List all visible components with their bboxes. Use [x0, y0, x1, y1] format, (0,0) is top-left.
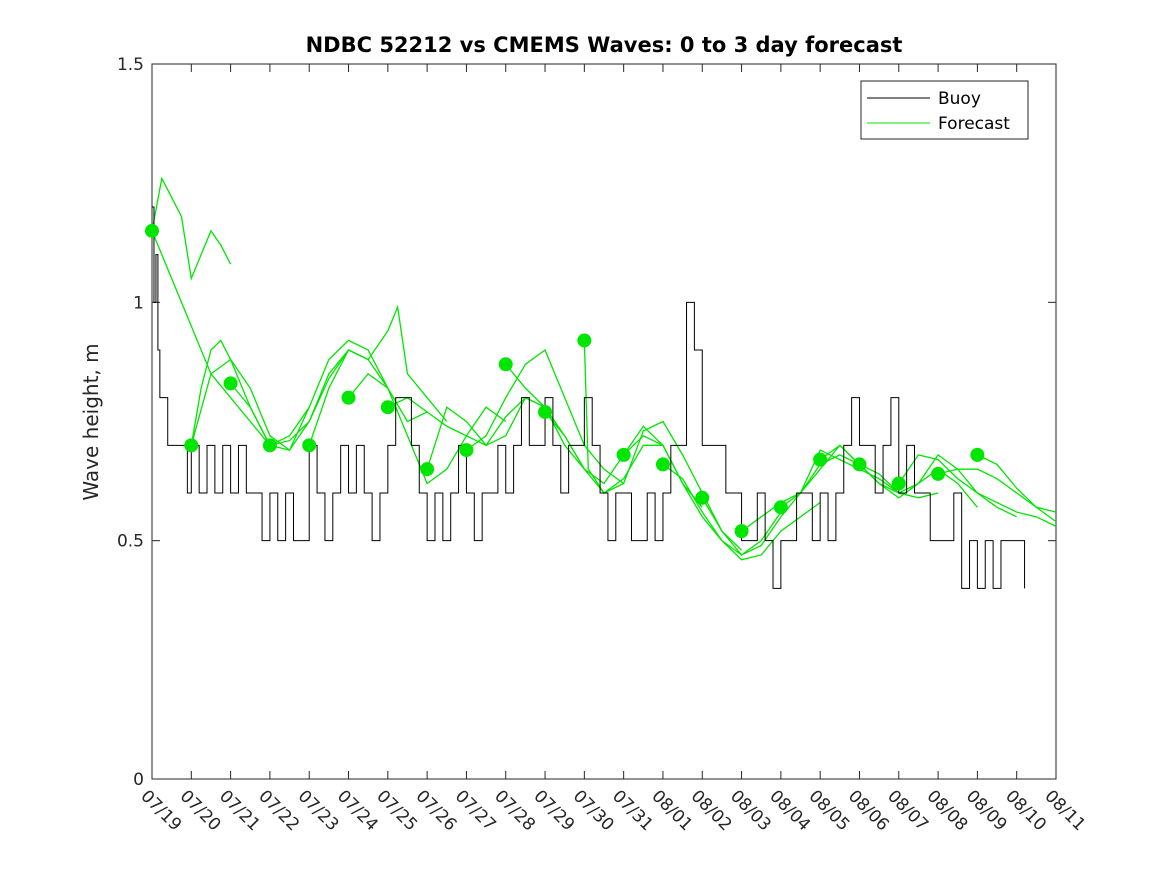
x-tick-label: 08/10	[1001, 786, 1050, 835]
forecast-run-line	[623, 425, 782, 556]
forecast-run-line	[308, 304, 448, 446]
x-tick-label: 07/27	[451, 786, 500, 835]
x-tick-label: 08/03	[726, 786, 775, 835]
x-tick-label: 08/05	[805, 786, 854, 835]
forecast-start-point	[420, 462, 435, 477]
forecast-start-point	[970, 447, 985, 462]
forecast-start-point	[145, 223, 159, 238]
forecast-start-point	[891, 476, 906, 491]
forecast-start-point	[931, 466, 946, 481]
y-tick-label: 0	[133, 770, 144, 790]
forecast-run-line	[819, 444, 978, 508]
x-tick-label: 08/09	[962, 786, 1011, 835]
chart-title: NDBC 52212 vs CMEMS Waves: 0 to 3 day fo…	[306, 33, 903, 57]
x-tick-label: 07/28	[490, 786, 539, 835]
y-tick-label: 1	[133, 293, 144, 313]
x-tick-label: 08/01	[647, 786, 696, 835]
x-tick-label: 07/23	[294, 786, 343, 835]
x-tick-label: 08/02	[687, 786, 736, 835]
forecast-run-line	[190, 349, 350, 452]
buoy-line	[152, 206, 1026, 589]
x-tick-label: 08/04	[765, 786, 814, 835]
forecast-start-point	[380, 400, 395, 415]
forecast-start-point	[498, 357, 513, 372]
x-tick-label: 07/30	[569, 786, 618, 835]
legend-box	[860, 80, 1029, 140]
y-axis-label: Wave height, m	[79, 343, 103, 500]
x-tick-label: 08/11	[1040, 786, 1089, 835]
x-tick-label: 07/24	[333, 786, 382, 835]
x-tick-label: 07/31	[608, 786, 657, 835]
forecast-start-point	[262, 438, 277, 453]
x-tick-label: 08/07	[883, 786, 932, 835]
y-tick-label: 0.5	[117, 532, 144, 552]
x-tick-label: 08/08	[923, 786, 972, 835]
forecast-start-point	[695, 490, 710, 505]
legend: Buoy Forecast	[860, 80, 1029, 140]
forecast-run-line	[859, 453, 1017, 518]
forecast-run-line	[151, 176, 232, 281]
forecast-start-point	[538, 404, 553, 419]
forecast-start-point	[302, 438, 317, 453]
forecast-start-point	[773, 500, 788, 515]
x-tick-label: 07/29	[530, 786, 579, 835]
series-layer	[151, 176, 1057, 589]
forecast-start-point	[184, 438, 199, 453]
x-tick-label: 07/20	[176, 786, 225, 835]
forecast-start-point	[577, 333, 592, 348]
forecast-start-point	[813, 452, 828, 467]
forecast-start-point	[734, 524, 749, 539]
x-tick-label: 07/25	[372, 786, 421, 835]
forecast-run-line	[701, 454, 860, 556]
forecast-run-line	[387, 396, 546, 447]
x-tick-label: 07/26	[412, 786, 461, 835]
forecast-start-point	[223, 376, 238, 391]
x-tick-label: 07/19	[136, 786, 185, 835]
forecast-start-point	[655, 457, 670, 472]
y-tick-label: 1.5	[117, 55, 144, 75]
forecast-start-point	[616, 447, 631, 462]
legend-forecast-label: Forecast	[938, 114, 1010, 134]
forecast-run-line	[230, 339, 389, 451]
forecast-start-markers	[145, 223, 985, 539]
forecast-start-point	[852, 457, 867, 472]
forecast-start-point	[459, 443, 474, 458]
x-tick-label: 08/06	[844, 786, 893, 835]
forecast-run-line	[662, 463, 821, 561]
legend-buoy-label: Buoy	[938, 89, 981, 109]
x-tick-label: 07/21	[215, 786, 264, 835]
forecast-run-line	[466, 348, 625, 484]
forecast-run-line	[348, 372, 507, 485]
x-tick-label: 07/22	[254, 786, 303, 835]
forecast-run-line	[426, 396, 585, 470]
forecast-start-point	[341, 390, 356, 405]
forecast-run-line	[977, 454, 1057, 523]
forecast-run-line	[898, 454, 1057, 527]
forecast-run-line	[583, 340, 743, 551]
plot-area	[151, 63, 1057, 780]
